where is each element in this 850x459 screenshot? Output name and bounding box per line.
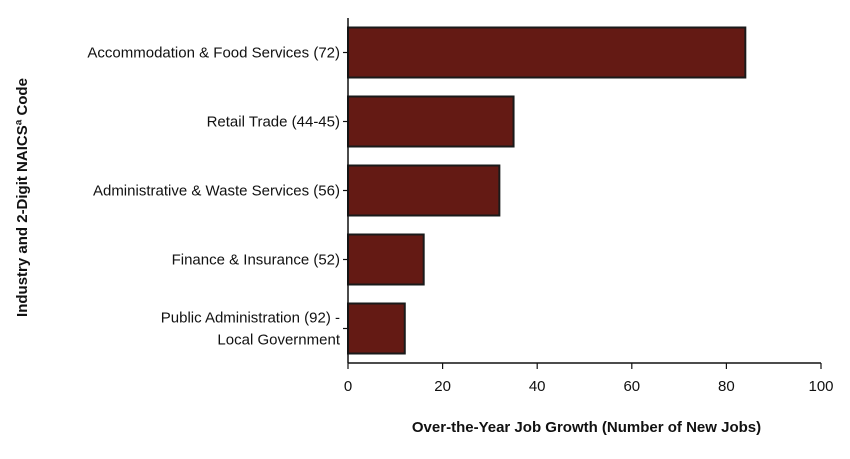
- bar: [347, 95, 515, 148]
- bar: [347, 164, 501, 217]
- category-label: Finance & Insurance (52): [172, 252, 340, 269]
- bar: [347, 233, 425, 286]
- category-label: Retail Trade (44-45): [207, 114, 340, 131]
- category-label: Local Government: [217, 332, 340, 349]
- category-labels-group: Accommodation & Food Services (72) Retail…: [87, 45, 340, 349]
- category-label: Accommodation & Food Services (72): [87, 45, 340, 62]
- x-tick-label: 60: [623, 378, 640, 395]
- x-tick-label: 40: [529, 378, 546, 395]
- x-tick-label: 100: [808, 378, 833, 395]
- bar: [347, 302, 406, 355]
- bars-group: [347, 26, 747, 355]
- x-tick-label: 20: [434, 378, 451, 395]
- bar: [347, 26, 747, 79]
- category-label: Administrative & Waste Services (56): [93, 183, 340, 200]
- category-label: Public Administration (92) -: [161, 310, 340, 327]
- y-axis-title: Industry and 2-Digit NAICSª Code: [14, 78, 31, 317]
- x-ticks-group: 0 20 40 60 80 100: [344, 363, 834, 395]
- x-tick-label: 0: [344, 378, 352, 395]
- x-axis-title: Over-the-Year Job Growth (Number of New …: [412, 419, 761, 436]
- axes-group: [343, 18, 821, 364]
- x-tick-label: 80: [718, 378, 735, 395]
